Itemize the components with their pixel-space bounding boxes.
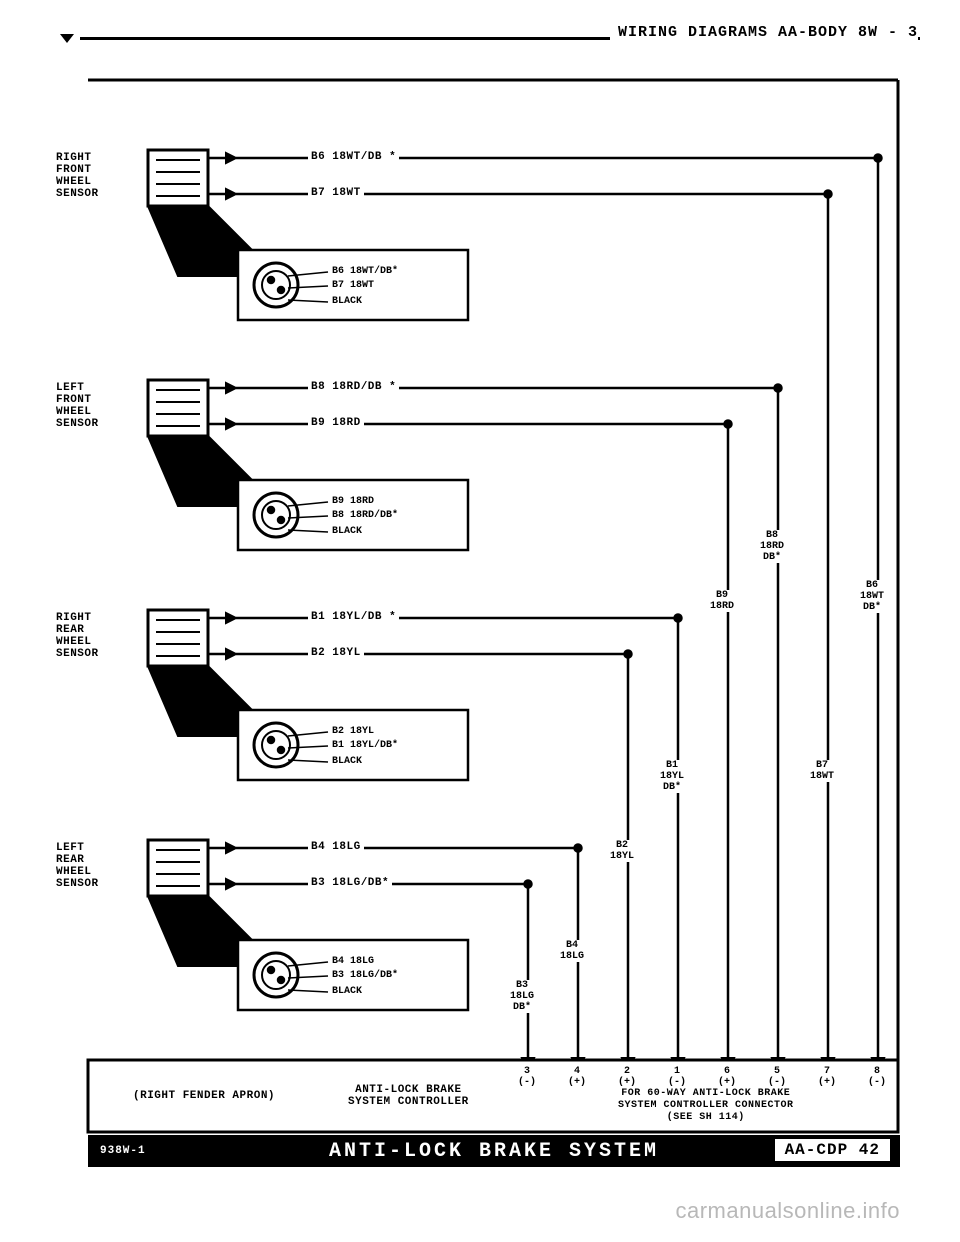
bus-wire-label: B2 18YL: [610, 840, 634, 862]
wire-label: B2 18YL: [308, 647, 364, 659]
wiring-diagram: RIGHT FRONT WHEEL SENSOR B6 18WT/DB * B7 1…: [48, 60, 918, 1162]
terminal-label: 6 (+): [718, 1066, 736, 1088]
terminal-label: 8 (-): [868, 1066, 886, 1088]
terminal-label: 1 (-): [668, 1066, 686, 1088]
connector-color-label: BLACK: [332, 986, 362, 997]
wire-label: B7 18WT: [308, 187, 364, 199]
diagram-code: 938W-1: [88, 1145, 146, 1157]
terminal-label: 2 (+): [618, 1066, 636, 1088]
controller-location: (RIGHT FENDER APRON): [133, 1090, 275, 1102]
connector-pin-label: B9 18RD: [332, 496, 374, 507]
connector-pin-label: B7 18WT: [332, 280, 374, 291]
title-bar: 938W-1 ANTI-LOCK BRAKE SYSTEM AA-CDP 42: [88, 1135, 900, 1167]
bus-wire-label: B8 18RD DB*: [760, 530, 784, 563]
connector-pin-label: B6 18WT/DB*: [332, 266, 398, 277]
wire-label: B8 18RD/DB *: [308, 381, 399, 393]
bus-wire-label: B9 18RD: [710, 590, 734, 612]
sensor-label: LEFT REAR WHEEL SENSOR: [56, 842, 99, 890]
terminal-label: 3 (-): [518, 1066, 536, 1088]
bus-wire-label: B7 18WT: [810, 760, 834, 782]
wire-label: B6 18WT/DB *: [308, 151, 399, 163]
controller-note: FOR 60-WAY ANTI-LOCK BRAKE SYSTEM CONTRO…: [618, 1088, 794, 1124]
page: WIRING DIAGRAMS AA-BODY 8W - 3 RIGHT FRO…: [0, 0, 960, 1242]
connector-pin-label: B3 18LG/DB*: [332, 970, 398, 981]
wire-label: B9 18RD: [308, 417, 364, 429]
connector-pin-label: B1 18YL/DB*: [332, 740, 398, 751]
terminal-label: 4 (+): [568, 1066, 586, 1088]
diagram-title: ANTI-LOCK BRAKE SYSTEM: [329, 1140, 659, 1163]
bus-wire-label: B3 18LG DB*: [510, 980, 534, 1013]
terminal-label: 7 (+): [818, 1066, 836, 1088]
connector-color-label: BLACK: [332, 526, 362, 537]
bus-wire-label: B6 18WT DB*: [860, 580, 884, 613]
bus-wire-label: B1 18YL DB*: [660, 760, 684, 793]
sensor-label: LEFT FRONT WHEEL SENSOR: [56, 382, 99, 430]
connector-pin-label: B4 18LG: [332, 956, 374, 967]
connector-color-label: BLACK: [332, 296, 362, 307]
sensor-label: RIGHT FRONT WHEEL SENSOR: [56, 152, 99, 200]
connector-pin-label: B2 18YL: [332, 726, 374, 737]
connector-color-label: BLACK: [332, 756, 362, 767]
header-text: WIRING DIAGRAMS AA-BODY 8W - 3: [610, 24, 918, 41]
wire-label: B3 18LG/DB*: [308, 877, 392, 889]
connector-pin-label: B8 18RD/DB*: [332, 510, 398, 521]
terminal-label: 5 (-): [768, 1066, 786, 1088]
watermark: carmanualsonline.info: [675, 1198, 900, 1224]
wire-label: B4 18LG: [308, 841, 364, 853]
bus-wire-label: B4 18LG: [560, 940, 584, 962]
diagram-page-code: AA-CDP 42: [775, 1139, 890, 1161]
controller-name: ANTI-LOCK BRAKE SYSTEM CONTROLLER: [348, 1084, 469, 1108]
wire-label: B1 18YL/DB *: [308, 611, 399, 623]
sensor-label: RIGHT REAR WHEEL SENSOR: [56, 612, 99, 660]
triangle-icon: [60, 34, 74, 43]
